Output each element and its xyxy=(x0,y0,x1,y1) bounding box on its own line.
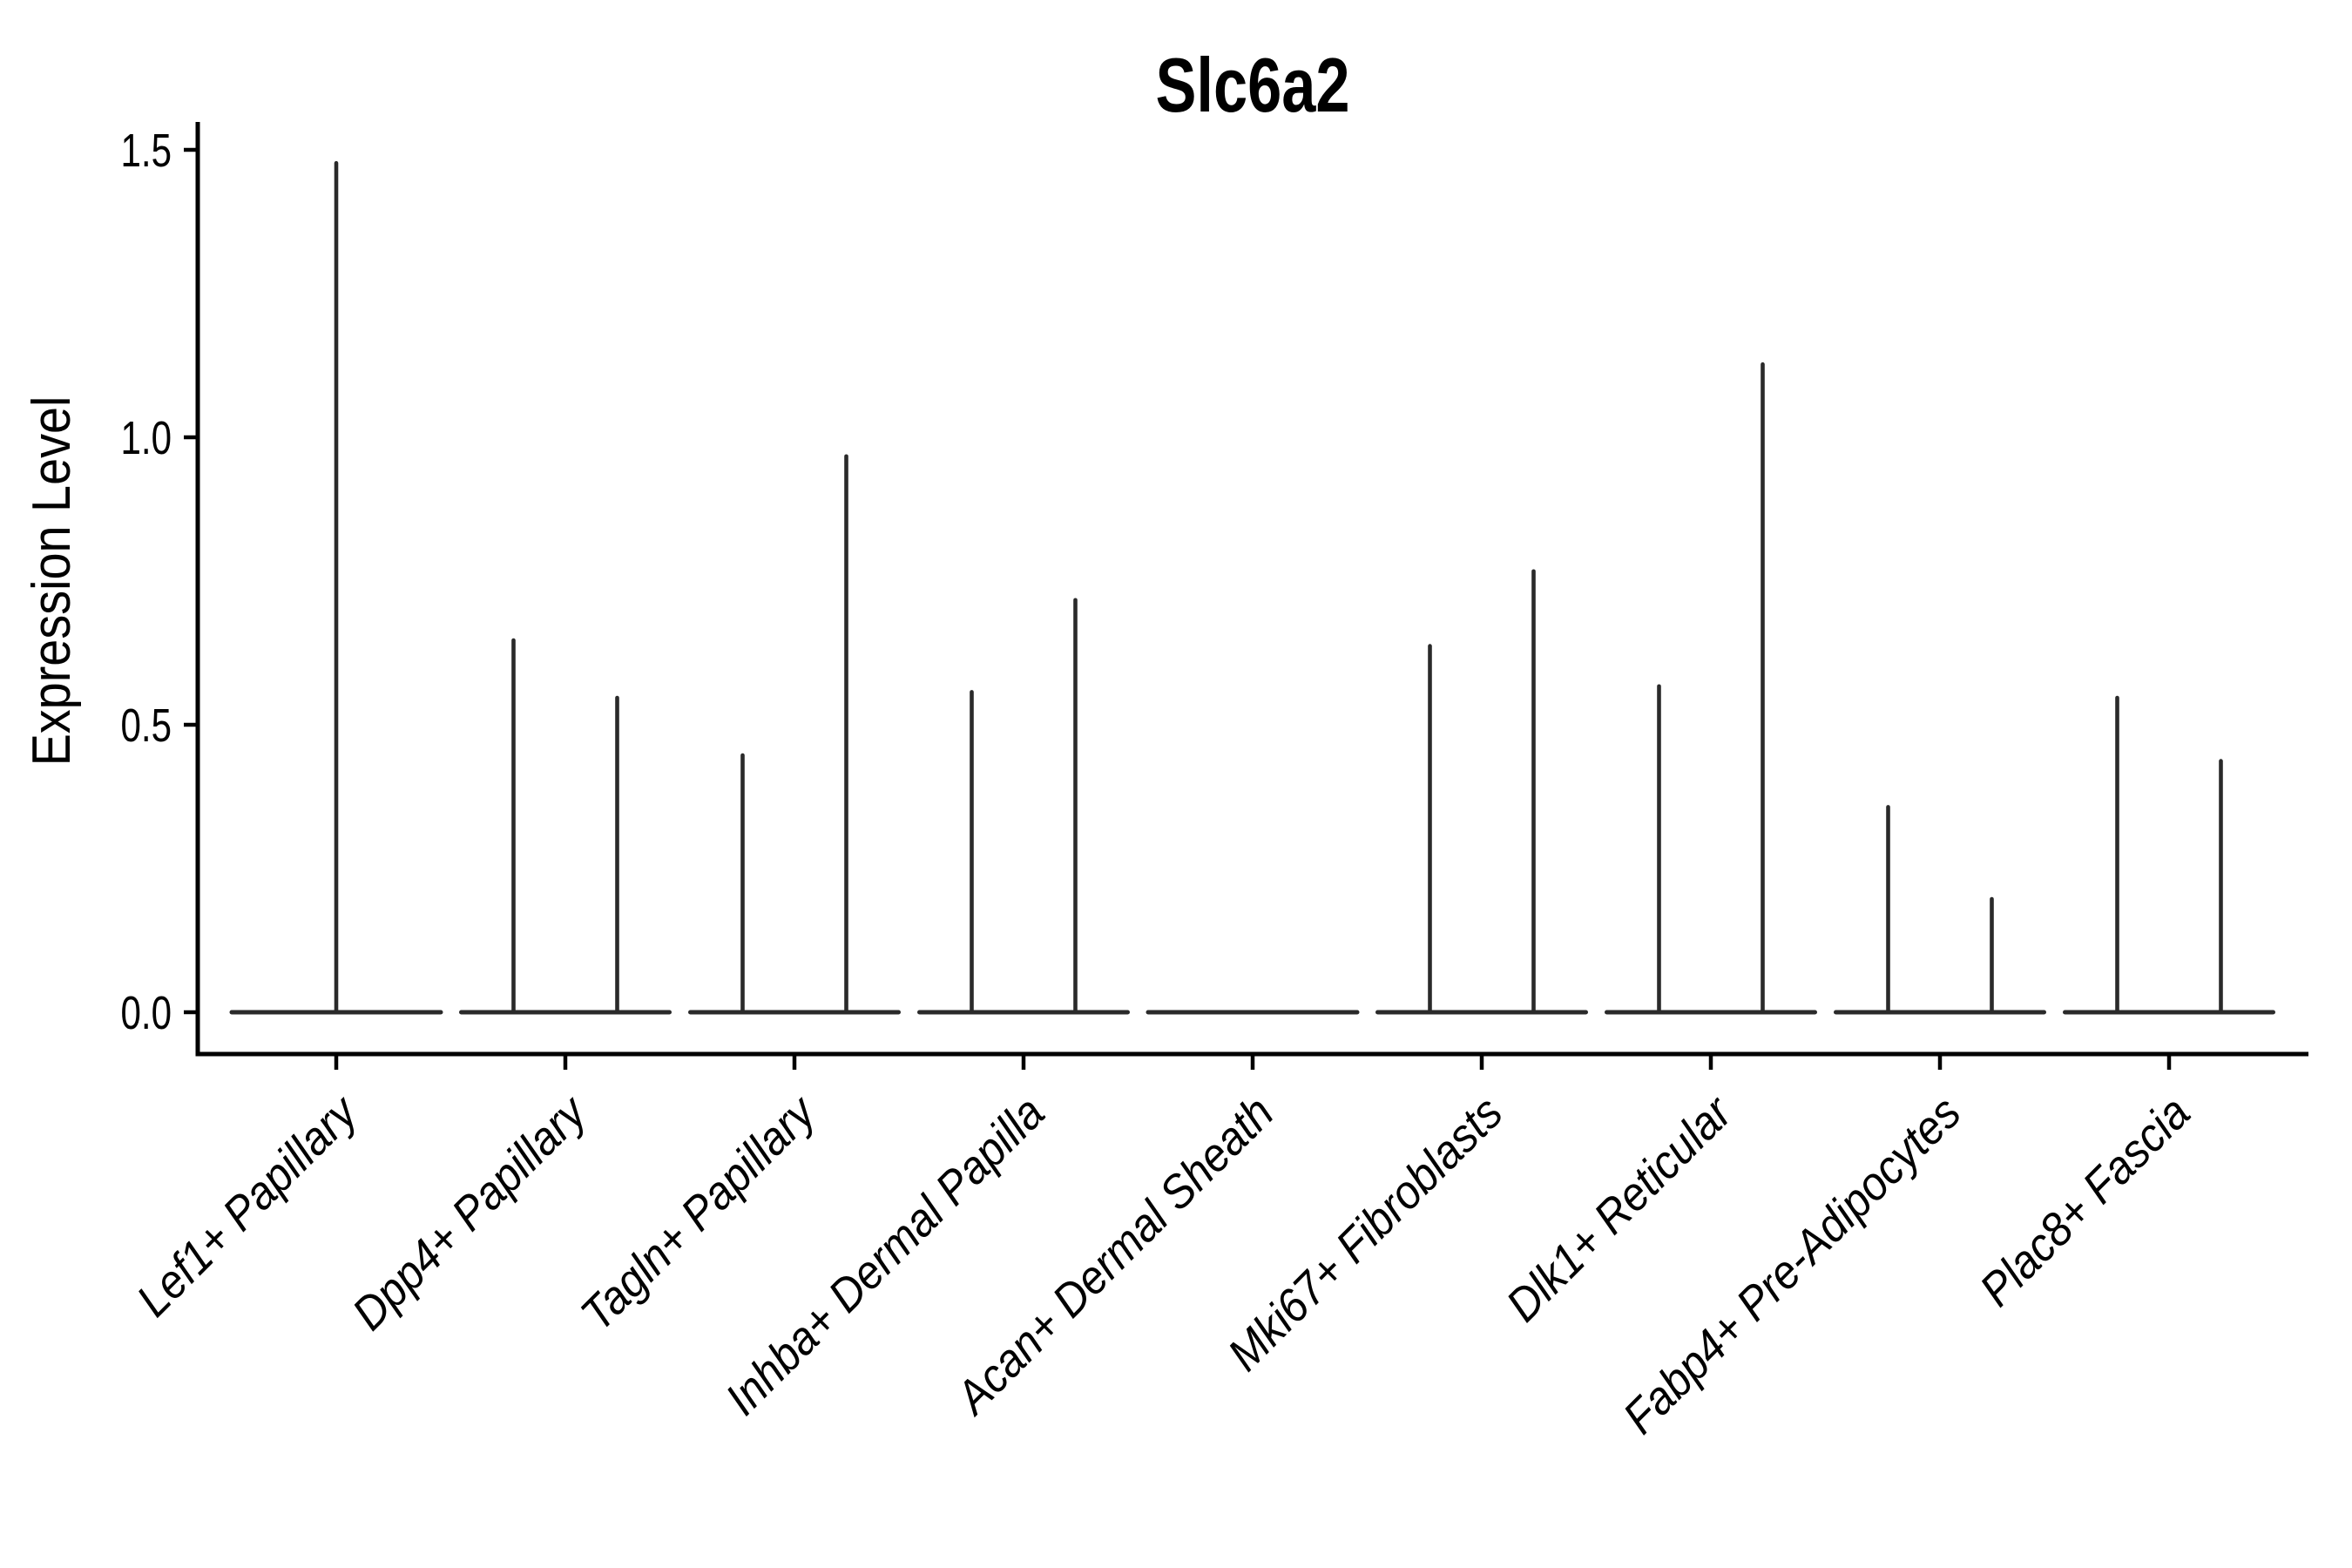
x-tick-label: Plac8+ Fascia xyxy=(1970,1085,2200,1315)
y-tick-label: 1.0 xyxy=(120,412,172,464)
x-tick-label: Dlk1+ Reticular xyxy=(1496,1085,1743,1332)
x-tick-label: Lef1+ Papillary xyxy=(126,1084,368,1326)
y-tick-label: 0.0 xyxy=(120,987,172,1039)
y-tick-label: 1.5 xyxy=(120,125,172,177)
y-axis-label: Expression Level xyxy=(22,396,81,767)
chart-title: Slc6a2 xyxy=(1155,42,1349,127)
x-tick-label: Dpp4+ Papillary xyxy=(341,1084,598,1340)
y-tick-label: 0.5 xyxy=(120,700,172,752)
x-tick-label: Tagln+ Papillary xyxy=(571,1084,827,1340)
